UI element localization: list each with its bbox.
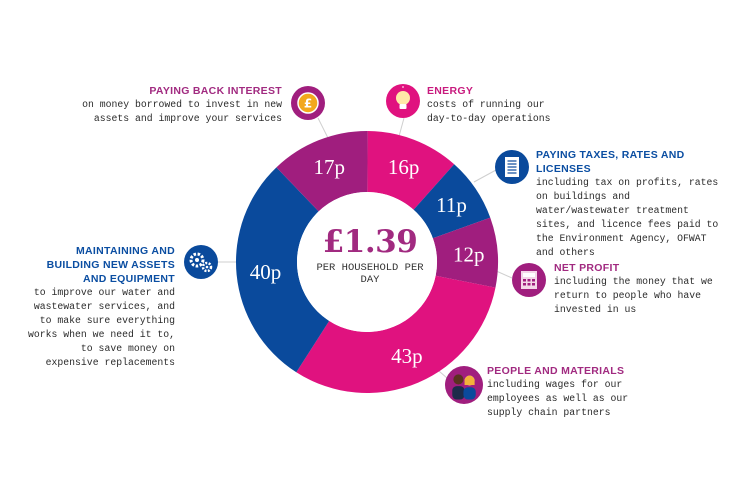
slice-profit-label: 12p bbox=[453, 242, 485, 266]
slice-interest bbox=[276, 131, 368, 212]
interest-desc: on money borrowed to invest in new asset… bbox=[82, 99, 282, 124]
gears-icon bbox=[184, 245, 218, 279]
people-title: PEOPLE AND MATERIALS bbox=[487, 365, 625, 377]
lightbulb-icon bbox=[386, 84, 420, 118]
energy-title: ENERGY bbox=[427, 85, 474, 97]
profit-desc: including the money that we return to pe… bbox=[554, 276, 713, 315]
slice-energy-label: 16p bbox=[388, 155, 420, 179]
slice-profit bbox=[432, 217, 498, 288]
slice-taxes bbox=[413, 164, 491, 239]
donut-center bbox=[297, 192, 437, 332]
interest-title: PAYING BACK INTEREST bbox=[149, 85, 282, 97]
assets-block: MAINTAINING AND BUILDING NEW ASSETS AND … bbox=[25, 244, 175, 370]
profit-block: NET PROFIT including the money that we r… bbox=[554, 261, 734, 317]
document-icon bbox=[495, 150, 529, 184]
slice-interest-label: 17p bbox=[313, 155, 345, 179]
slice-people bbox=[296, 275, 496, 393]
slice-assets-label: 40p bbox=[250, 260, 282, 284]
people-icon bbox=[445, 366, 483, 404]
slice-taxes-label: 11p bbox=[436, 193, 467, 217]
assets-desc: to improve our water and wastewater serv… bbox=[28, 287, 175, 368]
taxes-block: PAYING TAXES, RATES AND LICENSES includi… bbox=[536, 148, 726, 260]
people-block: PEOPLE AND MATERIALS including wages for… bbox=[487, 364, 657, 420]
interest-block: PAYING BACK INTEREST on money borrowed t… bbox=[60, 84, 282, 126]
slice-energy bbox=[367, 131, 455, 210]
center-caption: PER HOUSEHOLD PER DAY bbox=[316, 262, 424, 286]
svg-text:£: £ bbox=[304, 97, 312, 111]
slice-assets bbox=[235, 167, 330, 373]
taxes-title: PAYING TAXES, RATES AND LICENSES bbox=[536, 149, 685, 175]
people-desc: including wages for our employees as wel… bbox=[487, 379, 629, 418]
donut-slice-labels: 16p 11p 12p 43p 40p 17p bbox=[250, 155, 485, 368]
assets-title: MAINTAINING AND BUILDING NEW ASSETS AND … bbox=[46, 245, 175, 285]
slice-people-label: 43p bbox=[391, 344, 423, 368]
donut-slices bbox=[235, 131, 498, 393]
center-amount: £1.39 bbox=[322, 224, 418, 260]
profit-title: NET PROFIT bbox=[554, 262, 620, 274]
pound-coin-icon: £ bbox=[291, 86, 325, 120]
energy-block: ENERGY costs of running our day-to-day o… bbox=[427, 84, 567, 126]
calculator-icon bbox=[512, 263, 546, 297]
taxes-desc: including tax on profits, rates on build… bbox=[536, 177, 719, 258]
energy-desc: costs of running our day-to-day operatio… bbox=[427, 99, 551, 124]
